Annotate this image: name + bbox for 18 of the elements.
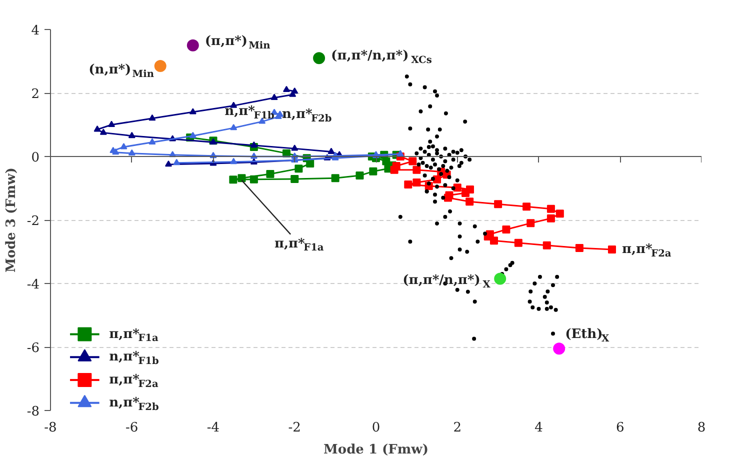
y-axis-title: Mode 3 (Fmw) [4,168,19,272]
y-tick-label: -4 [26,278,40,292]
y-tick-label: -6 [26,341,40,356]
x-tick-label: 6 [616,420,624,436]
x-tick-label: -8 [44,420,57,436]
x-tick-label: -4 [206,420,220,436]
y-tick-label: -2 [26,214,40,229]
x-tick-label: 8 [697,420,706,436]
x-tick-label: -6 [126,420,138,436]
y-tick-label: 4 [31,24,40,38]
y-tick-label: -8 [26,404,40,420]
x-tick-label: 0 [372,420,380,436]
y-tick-label: 2 [31,87,40,102]
y-tick-label: 0 [31,150,40,166]
x-tick-label: 2 [453,420,462,436]
x-axis-title: Mode 1 (Fmw) [324,442,428,458]
x-tick-label: 4 [534,420,543,436]
x-tick-label: -2 [288,420,301,436]
